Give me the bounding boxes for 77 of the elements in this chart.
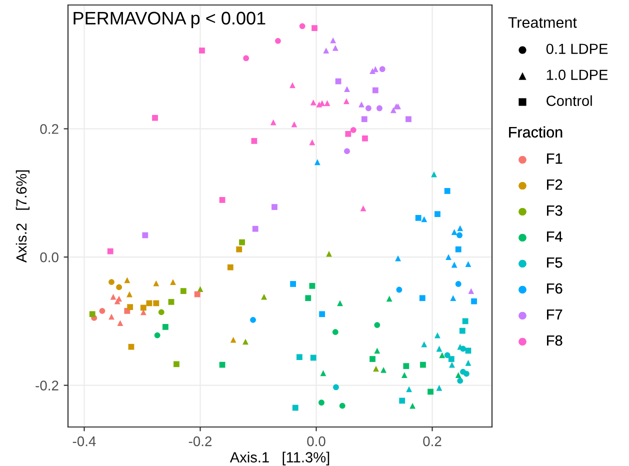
point bbox=[361, 116, 368, 122]
legend-label: F3 bbox=[547, 205, 562, 216]
point bbox=[89, 311, 96, 318]
annotation: PERMAVONA p < 0.001 bbox=[74, 12, 266, 28]
point bbox=[194, 291, 200, 298]
legend-label: F2 bbox=[547, 179, 562, 190]
point bbox=[142, 232, 148, 238]
point bbox=[140, 304, 146, 311]
point bbox=[319, 311, 325, 318]
point bbox=[376, 105, 382, 112]
point bbox=[379, 66, 386, 72]
point bbox=[444, 352, 450, 358]
point bbox=[344, 148, 350, 154]
point bbox=[455, 246, 462, 252]
point bbox=[162, 324, 168, 330]
point bbox=[415, 214, 422, 221]
text: 1.0 LDPE bbox=[546, 70, 608, 80]
point bbox=[366, 105, 372, 112]
legend-label: F8 bbox=[547, 335, 562, 346]
point bbox=[108, 279, 114, 286]
point bbox=[333, 384, 339, 390]
point bbox=[236, 246, 242, 252]
x-tick-label: -0.4 bbox=[72, 436, 96, 446]
point bbox=[372, 87, 378, 94]
point bbox=[457, 378, 464, 384]
point bbox=[403, 363, 410, 370]
point bbox=[107, 248, 114, 254]
point bbox=[128, 344, 134, 350]
point bbox=[309, 282, 316, 289]
point bbox=[153, 300, 160, 306]
text: Fraction bbox=[509, 126, 562, 138]
point bbox=[370, 356, 376, 362]
point bbox=[174, 361, 180, 368]
x-axis-title: Axis.1 [11.3%] bbox=[230, 452, 330, 466]
point bbox=[180, 288, 186, 294]
legend-label: F1 bbox=[547, 154, 562, 164]
point bbox=[152, 114, 158, 121]
legend-label: F4 bbox=[547, 232, 562, 242]
x-tick-label: 0.0 bbox=[307, 436, 326, 446]
legend-label: F5 bbox=[547, 258, 562, 268]
y-tick-label: -0.2 bbox=[36, 380, 58, 390]
y-tick-label: 0.0 bbox=[40, 252, 58, 262]
legend-label: F6 bbox=[547, 283, 562, 294]
legend-label: F7 bbox=[547, 310, 562, 320]
point bbox=[434, 211, 440, 218]
x-tick-label: 0.2 bbox=[423, 436, 442, 446]
point bbox=[312, 25, 318, 32]
point bbox=[362, 135, 368, 142]
point bbox=[406, 116, 412, 122]
point bbox=[290, 281, 296, 287]
point bbox=[168, 298, 174, 305]
point bbox=[227, 264, 234, 270]
point bbox=[305, 295, 312, 302]
text: Treatment bbox=[508, 17, 577, 28]
text: Control bbox=[546, 95, 592, 106]
point bbox=[444, 188, 450, 194]
x-tick-label: -0.2 bbox=[188, 436, 212, 446]
point bbox=[335, 78, 342, 84]
text: 0.1 LDPE bbox=[546, 44, 608, 54]
point bbox=[419, 295, 426, 302]
point bbox=[158, 309, 164, 316]
point bbox=[239, 239, 245, 246]
point bbox=[199, 48, 205, 54]
point bbox=[251, 138, 258, 144]
point bbox=[116, 284, 122, 290]
y-tick-label: 0.2 bbox=[40, 124, 58, 134]
point bbox=[272, 204, 278, 210]
point bbox=[471, 298, 477, 304]
point bbox=[99, 308, 106, 314]
point bbox=[428, 388, 434, 395]
y-axis-title: Axis.2 [7.6%] bbox=[16, 170, 30, 263]
point bbox=[345, 130, 352, 137]
point bbox=[219, 197, 226, 203]
point bbox=[464, 370, 470, 377]
point bbox=[420, 362, 426, 368]
point bbox=[252, 226, 258, 232]
point bbox=[127, 304, 134, 310]
